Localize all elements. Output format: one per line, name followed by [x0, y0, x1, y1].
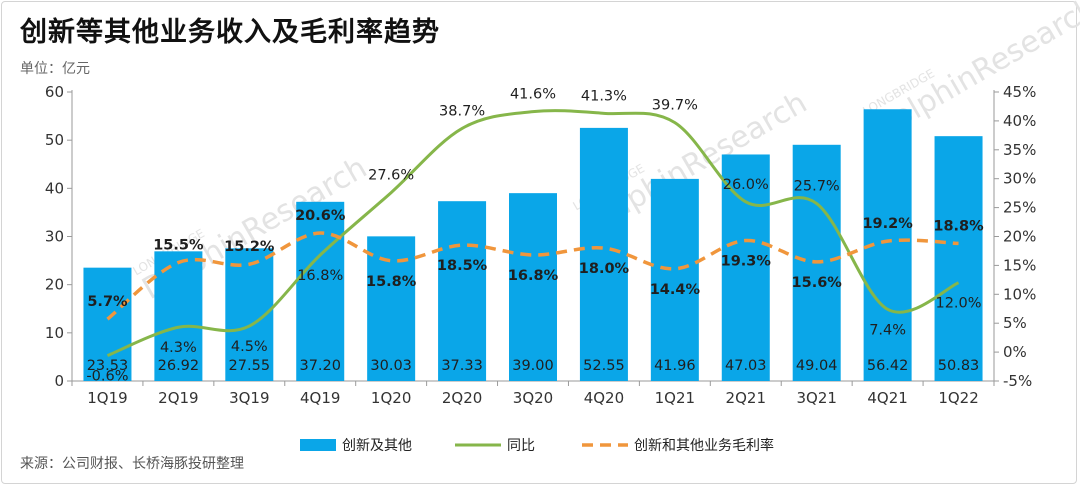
left-tick-label: 0 [54, 372, 64, 390]
x-tick-label: 1Q21 [655, 389, 695, 407]
right-tick-label: 20% [1003, 228, 1036, 246]
data-labels: 23.53 26.92 27.55 37.20 30.03 37.33 39.00 52.55… [86, 87, 984, 385]
right-tick-label: 35% [1003, 141, 1036, 159]
bar-value-label: 23.53 [87, 358, 129, 374]
bar [509, 193, 557, 381]
margin-value-label: 19.2% [862, 216, 913, 232]
yoy-value-label: 4.3% [160, 340, 197, 356]
margin-value-label: 5.7% [87, 294, 128, 310]
margin-value-label: 18.5% [437, 258, 488, 274]
bar [296, 201, 345, 381]
legend-item-yoy: 同比 [455, 438, 535, 454]
left-tick-label: 10 [45, 324, 64, 342]
page-title: 创新等其他业务收入及毛利率趋势 [20, 17, 440, 48]
left-tick-label: 60 [45, 83, 64, 101]
right-tick-label: 25% [1003, 199, 1036, 217]
yoy-value-label: 25.7% [794, 179, 840, 195]
bar-value-label: 56.42 [867, 358, 909, 374]
x-tick-label: 2Q19 [158, 389, 198, 407]
yoy-value-label: 16.8% [297, 268, 343, 284]
margin-value-label: 18.8% [933, 218, 984, 234]
x-tick-label: 4Q19 [300, 389, 340, 407]
yoy-value-label: 41.3% [581, 88, 627, 104]
legend-label-bars: 创新及其他 [342, 438, 412, 454]
right-tick-label: 40% [1003, 112, 1036, 130]
right-tick-label: 0% [1003, 343, 1027, 361]
margin-value-label: 16.8% [508, 268, 559, 284]
bar-value-label: 37.20 [299, 358, 341, 374]
left-tick-label: 40 [45, 179, 64, 197]
x-tick-label: 1Q20 [371, 389, 411, 407]
margin-value-label: 14.4% [650, 282, 701, 298]
x-tick-label: 3Q21 [796, 389, 836, 407]
left-tick-label: 50 [45, 131, 64, 149]
margin-value-label: 20.6% [295, 208, 346, 224]
bar [579, 127, 628, 382]
margin-value-label: 19.3% [721, 254, 772, 270]
bar-value-label: 26.92 [158, 358, 200, 374]
bar [721, 154, 770, 381]
x-tick-label: 2Q20 [442, 389, 482, 407]
margin-value-label: 15.5% [153, 238, 204, 254]
bar-value-label: 47.03 [725, 358, 767, 374]
bar-value-label: 37.33 [441, 358, 483, 374]
legend: 创新及其他 同比 创新和其他业务毛利率 [300, 437, 774, 454]
right-tick-label: 30% [1003, 170, 1036, 188]
yoy-value-label: 12.0% [935, 296, 981, 312]
yoy-value-label: 39.7% [652, 98, 698, 114]
bar-value-label: 41.96 [654, 358, 696, 374]
bar [154, 251, 203, 381]
bar-value-label: 49.04 [796, 358, 838, 374]
legend-label-margin: 创新和其他业务毛利率 [634, 437, 774, 454]
yoy-value-label: 27.6% [368, 168, 414, 184]
yoy-value-label: 41.6% [510, 87, 556, 103]
source-note: 来源：公司财报、长桥海豚投研整理 [20, 456, 244, 472]
x-tick-label: 3Q19 [229, 389, 269, 407]
x-tick-label: 3Q20 [513, 389, 553, 407]
left-tick-label: 20 [45, 276, 64, 294]
margin-value-label: 18.0% [579, 261, 630, 277]
unit-label: 单位：亿元 [20, 61, 90, 77]
yoy-value-label: 26.0% [723, 177, 769, 193]
yoy-value-label: 38.7% [439, 103, 485, 119]
right-tick-label: 15% [1003, 256, 1036, 274]
legend-item-bars: 创新及其他 [300, 438, 412, 454]
bar [650, 178, 699, 381]
yoy-value-label: 7.4% [869, 322, 906, 338]
yoy-line [106, 109, 960, 357]
margin-value-label: 15.2% [224, 239, 275, 255]
yoy-value-label: 4.5% [231, 339, 268, 355]
bar [83, 267, 132, 381]
right-tick-label: 5% [1003, 314, 1027, 332]
x-tick-label: 4Q20 [584, 389, 624, 407]
bar [934, 136, 983, 381]
x-tick-label: 1Q22 [938, 389, 978, 407]
x-tick-label: 2Q21 [726, 389, 766, 407]
line-series [106, 109, 960, 357]
margin-value-label: 15.8% [366, 274, 417, 290]
legend-item-margin: 创新和其他业务毛利率 [582, 437, 774, 454]
right-tick-label: 10% [1003, 285, 1036, 303]
x-tick-label: 1Q19 [87, 389, 127, 407]
bar-value-label: 27.55 [229, 358, 271, 374]
bar [438, 201, 487, 381]
right-tick-label: -5% [1003, 372, 1032, 390]
margin-dashed-line [106, 231, 959, 321]
x-tick-label: 4Q21 [867, 389, 907, 407]
bar-value-label: 52.55 [583, 358, 625, 374]
legend-label-yoy: 同比 [507, 438, 535, 454]
bar-value-label: 30.03 [370, 358, 412, 374]
bar-value-label: 39.00 [512, 358, 554, 374]
legend-swatch-bar [300, 439, 336, 451]
bar-value-label: 50.83 [938, 358, 980, 374]
margin-value-label: 15.6% [792, 275, 843, 291]
left-tick-label: 30 [45, 228, 64, 246]
yoy-value-label: -0.6% [86, 369, 128, 385]
right-tick-label: 45% [1003, 83, 1036, 101]
